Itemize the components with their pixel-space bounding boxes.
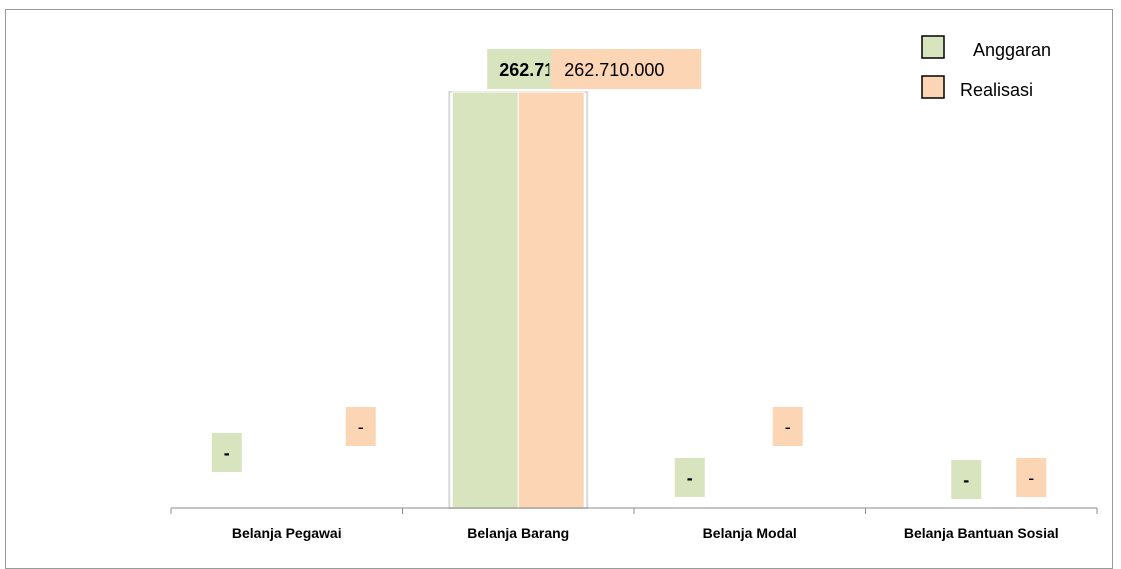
- data-label-box: [674, 458, 705, 497]
- data-label-anggaran-belanja-pegawai: -: [211, 433, 242, 472]
- x-tick-label-belanja-modal: Belanja Modal: [703, 525, 797, 541]
- legend-label: Anggaran: [973, 40, 1051, 60]
- legend-swatch: [921, 75, 945, 99]
- legend: Anggaran Realisasi: [921, 35, 1051, 100]
- x-tick-label-belanja-barang: Belanja Barang: [467, 525, 569, 541]
- legend-label: Realisasi: [960, 80, 1033, 100]
- data-label-box: [211, 433, 242, 472]
- data-label-anggaran-belanja-modal: -: [674, 458, 705, 497]
- x-tick-label-belanja-bantuan-sosial: Belanja Bantuan Sosial: [904, 525, 1059, 541]
- x-axis: Belanja Pegawai Belanja Barang Belanja Mod…: [170, 507, 1098, 541]
- data-label-realisasi-belanja-modal: -: [772, 407, 803, 446]
- bar-chart: Belanja Pegawai Belanja Barang Belanja Mod…: [170, 35, 1098, 541]
- bars-layer: [448, 91, 589, 509]
- data-label-text: -: [224, 443, 230, 463]
- data-label-text: -: [358, 417, 364, 437]
- bar-group-belanja-barang: [448, 91, 589, 509]
- legend-item-anggaran: Anggaran: [921, 35, 1051, 60]
- bar-realisasi-belanja-barang: [517, 91, 585, 509]
- data-label-text: 262.710.000: [499, 60, 599, 80]
- data-label-text: -: [687, 468, 693, 488]
- data-label-box: [772, 407, 803, 446]
- data-label-anggaran-belanja-barang: 262.710.000: [487, 49, 599, 89]
- data-label-realisasi-belanja-pegawai: -: [345, 407, 376, 446]
- data-label-box: [551, 49, 702, 89]
- legend-swatch: [921, 35, 945, 59]
- x-tick-label-belanja-pegawai: Belanja Pegawai: [232, 525, 342, 541]
- data-label-anggaran-belanja-bantuan-sosial: -: [951, 460, 982, 499]
- data-labels: - - 262.710.000262.710.000 - - - -: [211, 49, 1047, 499]
- data-label-realisasi-belanja-bantuan-sosial: -: [1016, 458, 1047, 497]
- data-label-box: [1016, 458, 1047, 497]
- data-label-text: -: [963, 470, 969, 490]
- data-label-box: [345, 407, 376, 446]
- data-label-box: [951, 460, 982, 499]
- data-label-text: -: [785, 417, 791, 437]
- bar-anggaran-belanja-barang: [451, 91, 519, 509]
- data-label-text: -: [1028, 468, 1034, 488]
- data-label-box: [487, 49, 558, 89]
- data-label-text: 262.710.000: [564, 60, 664, 80]
- legend-item-realisasi: Realisasi: [921, 75, 1033, 100]
- data-label-realisasi-belanja-barang: 262.710.000: [551, 49, 702, 89]
